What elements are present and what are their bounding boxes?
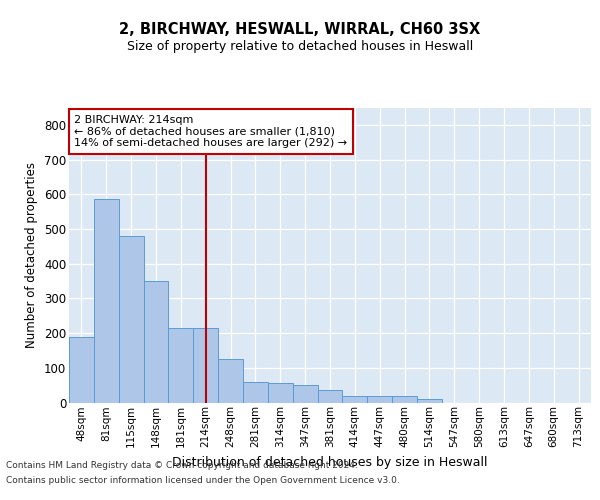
Bar xyxy=(417,399,442,402)
Bar xyxy=(193,328,218,402)
Text: Contains public sector information licensed under the Open Government Licence v3: Contains public sector information licen… xyxy=(6,476,400,485)
Bar xyxy=(69,336,94,402)
Bar xyxy=(94,200,119,402)
Bar xyxy=(268,384,293,402)
Bar xyxy=(169,328,193,402)
Bar xyxy=(119,236,143,402)
Text: 2 BIRCHWAY: 214sqm
← 86% of detached houses are smaller (1,810)
14% of semi-deta: 2 BIRCHWAY: 214sqm ← 86% of detached hou… xyxy=(74,115,347,148)
Text: Size of property relative to detached houses in Heswall: Size of property relative to detached ho… xyxy=(127,40,473,53)
X-axis label: Distribution of detached houses by size in Heswall: Distribution of detached houses by size … xyxy=(172,456,488,468)
Bar xyxy=(243,382,268,402)
Bar xyxy=(218,359,243,403)
Bar xyxy=(143,281,169,402)
Bar xyxy=(367,396,392,402)
Bar xyxy=(392,396,417,402)
Text: 2, BIRCHWAY, HESWALL, WIRRAL, CH60 3SX: 2, BIRCHWAY, HESWALL, WIRRAL, CH60 3SX xyxy=(119,22,481,38)
Bar xyxy=(343,396,367,402)
Bar xyxy=(293,385,317,402)
Bar xyxy=(317,390,343,402)
Text: Contains HM Land Registry data © Crown copyright and database right 2024.: Contains HM Land Registry data © Crown c… xyxy=(6,461,358,470)
Y-axis label: Number of detached properties: Number of detached properties xyxy=(25,162,38,348)
